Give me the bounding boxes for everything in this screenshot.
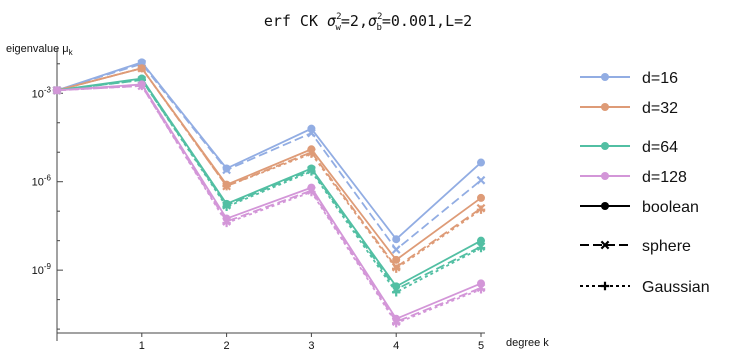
legend-item: Gaussian	[580, 279, 710, 296]
series-line-d128-sphere	[56, 84, 482, 323]
series-d128-boolean	[53, 80, 485, 323]
legend-item: d=64	[580, 139, 678, 156]
legend-label: d=128	[642, 169, 687, 186]
legend-marker	[600, 281, 610, 291]
series-line-d16-boolean	[56, 61, 482, 241]
data-point-d128-boolean	[222, 214, 231, 223]
legend-item: boolean	[580, 199, 699, 216]
series-line-d128-gaussian	[56, 84, 482, 325]
data-point-d128-boolean	[307, 183, 316, 192]
data-point-d16-sphere	[476, 175, 486, 185]
data-point-d32-boolean	[477, 193, 485, 202]
series-d16-boolean	[53, 58, 485, 244]
data-point-d16-boolean	[477, 158, 485, 167]
series-line-d32-boolean	[56, 67, 482, 262]
legend: d=16 d=32 d=64 d=128 boolean sphere Gaussian	[580, 70, 710, 296]
legend-label: boolean	[642, 199, 699, 216]
data-point-d32-boolean	[392, 255, 401, 264]
y-axis-label: eigenvalue μk	[6, 43, 74, 57]
series-d64-boolean	[53, 74, 485, 291]
data-point-d16-boolean	[137, 58, 146, 67]
series-line-d64-sphere	[56, 79, 482, 291]
legend-label: d=16	[642, 70, 678, 87]
axes: 1 2 3 4 5 10-3 10-6 10-9	[32, 48, 485, 352]
data-point-d64-sphere	[476, 242, 486, 251]
data-point-d32-boolean	[137, 64, 146, 73]
legend-marker	[601, 103, 609, 111]
legend-label: sphere	[642, 238, 691, 255]
legend-marker	[600, 240, 610, 250]
x-tick-label: 5	[478, 340, 484, 352]
series-line-d128-boolean	[56, 83, 482, 320]
legend-item: d=128	[580, 169, 687, 186]
data-point-d128-boolean	[392, 314, 401, 323]
data-point-d16-boolean	[392, 235, 401, 244]
x-tick-label: 2	[224, 340, 230, 352]
legend-label: d=32	[642, 100, 678, 117]
series-d128-gaussian	[52, 81, 486, 328]
legend-item: d=32	[580, 100, 678, 117]
data-point-d64-boolean	[477, 236, 485, 245]
data-point-d16-boolean	[222, 164, 231, 173]
data-point-d32-boolean	[222, 180, 231, 189]
data-point-d64-boolean	[222, 199, 231, 208]
x-tick-label: 3	[308, 340, 314, 352]
data-point-d32-boolean	[307, 145, 316, 154]
chart-title: erf CK σ2 w=2,σ2 b=0.001,L=2	[264, 12, 472, 33]
legend-marker	[601, 172, 609, 180]
legend-marker	[601, 202, 609, 210]
legend-item: sphere	[580, 238, 691, 255]
data-point-d64-boolean	[392, 282, 401, 291]
legend-label: Gaussian	[642, 279, 710, 296]
data-point-d32-sphere	[476, 203, 486, 213]
y-tick-label: 10-3	[32, 85, 52, 100]
legend-item: d=16	[580, 70, 678, 87]
series-line-d16-sphere	[56, 62, 482, 251]
legend-label: d=64	[642, 139, 678, 156]
data-point-d16-sphere	[391, 245, 401, 254]
legend-marker	[601, 142, 609, 150]
data-point-d128-boolean	[53, 86, 61, 95]
series-line-d64-gaussian	[56, 79, 482, 294]
plot-series	[52, 58, 486, 328]
x-tick-label: 1	[139, 340, 145, 352]
series-d64-sphere	[52, 75, 486, 294]
series-line-d64-boolean	[56, 77, 482, 288]
data-point-d64-boolean	[307, 164, 316, 173]
series-d32-boolean	[53, 64, 485, 264]
y-tick-label: 10-9	[32, 262, 52, 277]
series-d16-sphere	[52, 59, 486, 254]
data-point-d32-sphere	[391, 262, 401, 272]
data-point-d128-boolean	[477, 279, 485, 288]
data-point-d16-boolean	[307, 124, 316, 133]
legend-marker	[601, 73, 609, 81]
data-point-d128-boolean	[137, 80, 146, 89]
x-axis-label: degree k	[506, 337, 549, 349]
y-tick-label: 10-6	[32, 174, 52, 189]
data-point-d64-boolean	[137, 74, 146, 83]
x-tick-label: 4	[393, 340, 399, 352]
